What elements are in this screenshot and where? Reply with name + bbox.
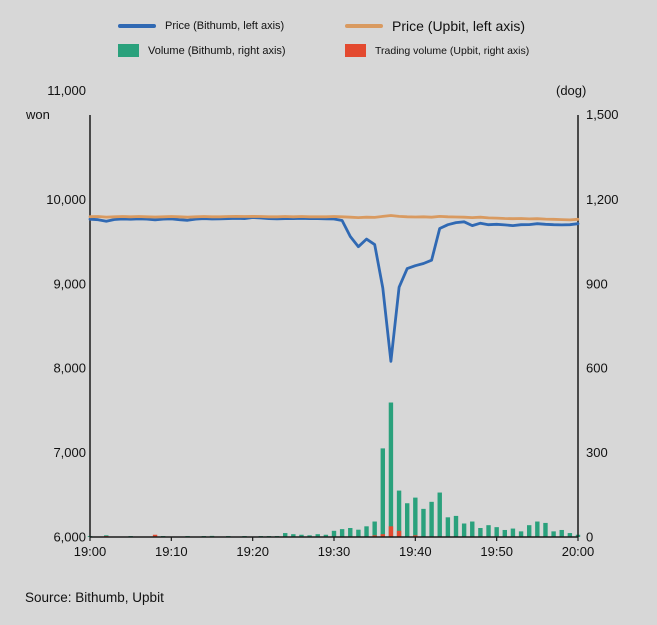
x-tick-label: 19:10 [155,544,188,559]
bithumb-volume-marker [118,44,139,57]
legend-item-upbit-volume: Trading volume (Upbit, right axis) [345,44,529,57]
left-axis-unit: won [25,107,50,122]
left-tick-label: 6,000 [53,530,86,545]
left-tick-label: 7,000 [53,445,86,460]
bithumb-price-marker [118,23,156,29]
x-tick-label: 19:20 [236,544,269,559]
x-tick-label: 19:50 [480,544,513,559]
upbit-volume-marker [345,44,366,57]
left-tick-label: 8,000 [53,361,86,376]
right-tick-label: 900 [586,276,608,291]
legend-label-bithumb-volume: Volume (Bithumb, right axis) [148,44,286,57]
legend-item-bithumb-price: Price (Bithumb, left axis) [118,18,345,34]
right-tick-label: 600 [586,361,608,376]
legend-item-upbit-price: Price (Upbit, left axis) [345,18,529,34]
price-volume-chart: 11,000 won (dog)1,500 10,000 9,000 8,000 7,000… [25,83,619,559]
upbit-volume-bars [104,526,418,537]
right-axis-top-label: 1,500 [586,107,619,122]
bithumb-price-line [88,216,580,363]
x-tick-label: 19:30 [318,544,351,559]
legend-label-upbit-volume: Trading volume (Upbit, right axis) [375,44,530,57]
right-tick-label: 0 [586,530,593,545]
upbit-price-marker [345,23,383,29]
left-axis-top-label: 11,000 [47,83,86,98]
x-tick-label: 20:00 [562,544,595,559]
legend-label-upbit-price: Price (Upbit, left axis) [392,18,526,34]
axis-frame [89,115,579,538]
right-tick-label: 300 [586,445,608,460]
upbit-price-line [88,214,580,222]
x-tick-label: 19:40 [399,544,432,559]
legend-item-bithumb-volume: Volume (Bithumb, right axis) [118,44,345,57]
x-tick-label: 19:00 [74,544,107,559]
source-note: Source: Bithumb, Upbit [25,590,164,605]
legend: Price (Bithumb, left axis) Price (Upbit, … [118,18,529,57]
legend-label-bithumb-price: Price (Bithumb, left axis) [165,20,285,32]
bithumb-volume-bars [87,402,581,537]
right-tick-label: 1,200 [586,192,619,207]
x-tick-marks [89,537,579,541]
right-axis-unit: (dog) [556,83,586,98]
left-tick-label: 9,000 [53,276,86,291]
left-tick-label: 10,000 [46,192,86,207]
